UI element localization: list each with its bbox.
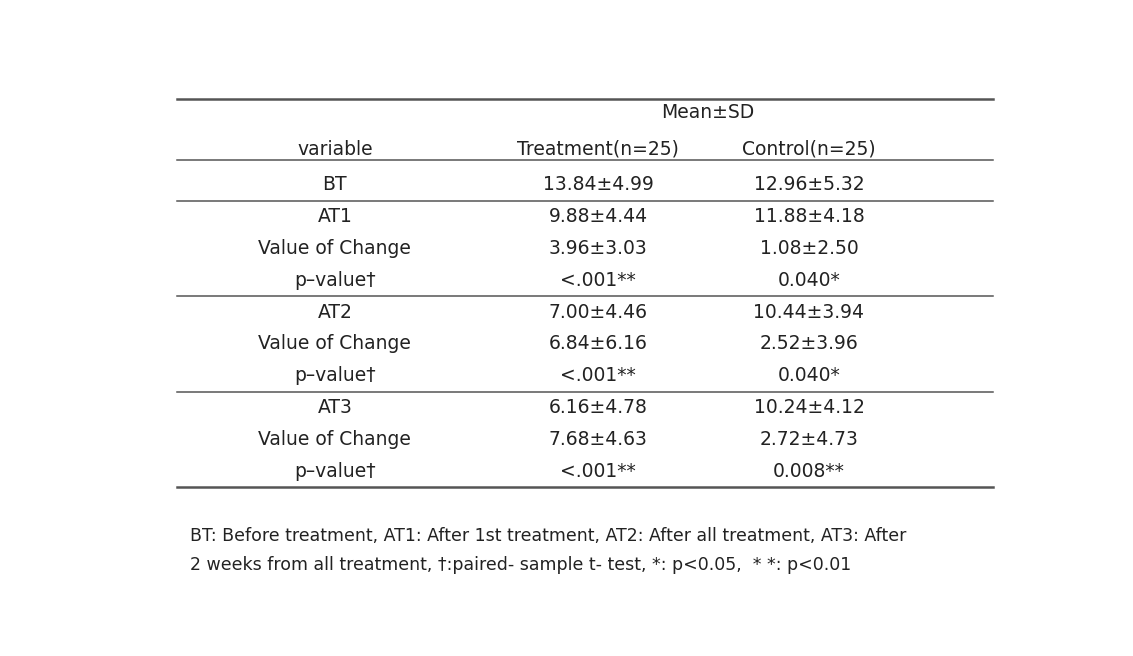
Text: AT1: AT1 [317, 207, 352, 226]
Text: 2.52±3.96: 2.52±3.96 [759, 335, 859, 354]
Text: Treatment(n=25): Treatment(n=25) [518, 140, 679, 159]
Text: 13.84±4.99: 13.84±4.99 [543, 175, 654, 194]
Text: p–value†: p–value† [293, 462, 376, 481]
Text: variable: variable [297, 140, 373, 159]
Text: Value of Change: Value of Change [258, 335, 411, 354]
Text: 11.88±4.18: 11.88±4.18 [753, 207, 864, 226]
Text: 10.44±3.94: 10.44±3.94 [753, 302, 864, 321]
Text: 9.88±4.44: 9.88±4.44 [548, 207, 648, 226]
Text: 6.16±4.78: 6.16±4.78 [548, 398, 648, 417]
Text: Value of Change: Value of Change [258, 430, 411, 449]
Text: 6.84±6.16: 6.84±6.16 [548, 335, 648, 354]
Text: 10.24±4.12: 10.24±4.12 [753, 398, 864, 417]
Text: BT: Before treatment, AT1: After 1st treatment, AT2: After all treatment, AT3: A: BT: Before treatment, AT1: After 1st tre… [190, 527, 906, 545]
Text: Value of Change: Value of Change [258, 239, 411, 258]
Text: BT: BT [323, 175, 347, 194]
Text: <.001**: <.001** [561, 271, 636, 290]
Text: 7.68±4.63: 7.68±4.63 [548, 430, 648, 449]
Text: 7.00±4.46: 7.00±4.46 [548, 302, 648, 321]
Text: Control(n=25): Control(n=25) [742, 140, 876, 159]
Text: 0.040*: 0.040* [777, 271, 841, 290]
Text: p–value†: p–value† [293, 366, 376, 385]
Text: 2.72±4.73: 2.72±4.73 [759, 430, 859, 449]
Text: <.001**: <.001** [561, 366, 636, 385]
Text: 2 weeks from all treatment, †:paired- sample t- test, *: p<0.05,  * *: p<0.01: 2 weeks from all treatment, †:paired- sa… [190, 556, 851, 573]
Text: 12.96±5.32: 12.96±5.32 [753, 175, 864, 194]
Text: p–value†: p–value† [293, 271, 376, 290]
Text: 0.008**: 0.008** [773, 462, 845, 481]
Text: AT3: AT3 [317, 398, 352, 417]
Text: 0.040*: 0.040* [777, 366, 841, 385]
Text: Mean±SD: Mean±SD [662, 103, 755, 122]
Text: <.001**: <.001** [561, 462, 636, 481]
Text: AT2: AT2 [317, 302, 352, 321]
Text: 3.96±3.03: 3.96±3.03 [548, 239, 648, 258]
Text: 1.08±2.50: 1.08±2.50 [759, 239, 859, 258]
